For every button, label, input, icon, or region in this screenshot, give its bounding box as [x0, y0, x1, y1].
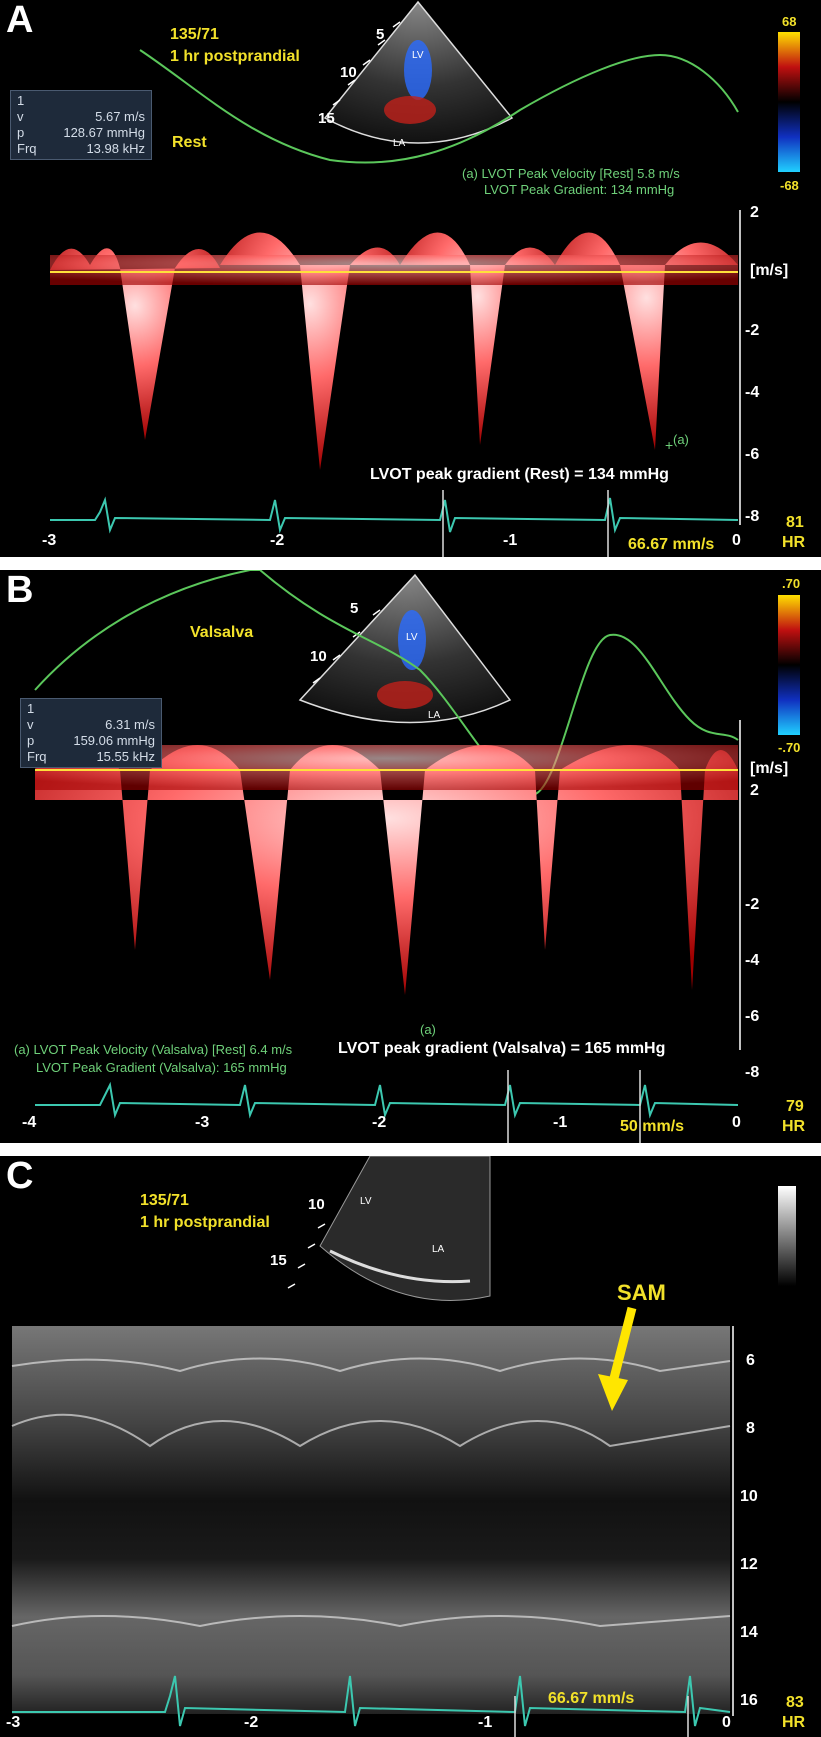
depth-tick: 15 — [270, 1252, 287, 1269]
color-scale-bar — [778, 595, 800, 735]
x-tick: -2 — [244, 1714, 259, 1731]
color-scale-bar — [778, 32, 800, 172]
unit-label: [m/s] — [750, 760, 789, 777]
marker-a: + — [665, 437, 673, 453]
doppler-spectrum — [50, 232, 738, 470]
y-tick: 2 — [750, 782, 759, 799]
y-tick: 12 — [740, 1556, 758, 1573]
color-scale-bottom: -68 — [780, 178, 799, 193]
x-tick: -3 — [6, 1714, 21, 1731]
panel-a-label: A — [6, 0, 34, 41]
x-tick: -3 — [195, 1114, 210, 1131]
lv-label: LV — [412, 50, 424, 61]
x-tick: -3 — [42, 532, 57, 549]
lv-label: LV — [406, 632, 418, 643]
x-tick: -2 — [372, 1114, 387, 1131]
x-tick: -1 — [553, 1114, 568, 1131]
heart-rate-label: HR — [782, 1118, 806, 1135]
y-tick: -6 — [745, 446, 760, 463]
heart-rate-value: 83 — [786, 1694, 804, 1711]
la-label: LA — [393, 138, 406, 149]
blood-pressure: 135/71 — [140, 1192, 189, 1209]
sweep-speed: 66.67 mm/s — [548, 1690, 635, 1707]
depth-tick: 10 — [310, 648, 327, 665]
measurement-info-box: 1 v 5.67 m/s p 128.67 mmHg Frq 13.98 kHz — [10, 90, 152, 160]
gradient-caption: LVOT peak gradient (Valsalva) = 165 mmHg — [338, 1040, 666, 1057]
panel-b: B Valsalva 1 v 6.31 m/s p 159.06 mmHg Frq 1… — [0, 570, 821, 1143]
depth-tick: 10 — [308, 1196, 325, 1213]
y-tick: 16 — [740, 1692, 758, 1709]
y-tick: 14 — [740, 1624, 758, 1641]
gradient-caption: LVOT peak gradient (Rest) = 134 mmHg — [370, 466, 669, 483]
sweep-speed: 50 mm/s — [620, 1118, 685, 1135]
heart-rate-label: HR — [782, 1714, 806, 1731]
y-tick: -8 — [745, 1064, 760, 1081]
panel-b-label: B — [6, 570, 34, 611]
depth-tick: 5 — [350, 600, 359, 617]
ecg-trace — [50, 496, 739, 534]
panel-c-graphics — [11, 1156, 796, 1737]
panel-a: + A 135/71 1 hr postprandial Rest 1 v 5.6… — [0, 0, 821, 557]
y-tick: -4 — [745, 952, 760, 969]
echo-sector — [319, 1156, 491, 1301]
doppler-spectrum — [35, 742, 738, 995]
respiration-trace — [139, 49, 739, 164]
x-tick: -4 — [22, 1114, 37, 1131]
heart-rate-label: HR — [782, 534, 806, 551]
y-tick: -2 — [745, 896, 760, 913]
y-tick: 6 — [746, 1352, 755, 1369]
peak-marker: (a) — [673, 432, 689, 447]
measurement-info-box: 1 v 6.31 m/s p 159.06 mmHg Frq 15.55 kHz — [20, 698, 162, 768]
la-label: LA — [432, 1244, 445, 1255]
measurement-line-1: (a) LVOT Peak Velocity [Rest] 5.8 m/s — [462, 166, 680, 181]
y-tick: 8 — [746, 1420, 755, 1437]
peak-marker: (a) — [420, 1022, 436, 1037]
unit-label: [m/s] — [750, 262, 789, 279]
measurement-line-2: LVOT Peak Gradient (Valsalva): 165 mmHg — [36, 1060, 287, 1075]
y-tick: -2 — [745, 322, 760, 339]
state-label: 1 hr postprandial — [140, 1214, 270, 1231]
x-tick: 0 — [732, 532, 741, 549]
ecg-trace — [35, 1081, 739, 1119]
color-scale-bottom: -.70 — [778, 740, 801, 755]
color-scale-top: 68 — [782, 14, 797, 29]
blood-pressure: 135/71 — [170, 26, 219, 43]
state-label: 1 hr postprandial — [170, 48, 300, 65]
condition-label: Valsalva — [190, 624, 254, 641]
x-tick: -1 — [478, 1714, 493, 1731]
depth-tick: 10 — [340, 64, 357, 81]
condition-label: Rest — [172, 134, 207, 151]
panel-a-graphics: + — [50, 0, 800, 557]
panel-c: C 135/71 1 hr postprandial 10 15 LV LA S… — [0, 1156, 821, 1737]
measurement-line-1: (a) LVOT Peak Velocity (Valsalva) [Rest]… — [14, 1042, 293, 1057]
grayscale-bar — [778, 1186, 796, 1286]
info-index: 1 — [27, 701, 35, 716]
y-tick: -6 — [745, 1008, 760, 1025]
depth-tick: 5 — [376, 26, 385, 43]
info-index: 1 — [17, 93, 25, 108]
la-label: LA — [428, 710, 441, 721]
heart-rate-value: 79 — [786, 1098, 804, 1115]
y-tick: -8 — [745, 508, 760, 525]
y-tick: -4 — [745, 384, 760, 401]
panel-c-label: C — [6, 1156, 34, 1197]
x-tick: 0 — [722, 1714, 731, 1731]
ecg-trace — [12, 1675, 731, 1727]
y-tick: 10 — [740, 1488, 758, 1505]
measurement-line-2: LVOT Peak Gradient: 134 mmHg — [484, 182, 675, 197]
color-scale-top: .70 — [782, 576, 801, 591]
lv-label: LV — [360, 1196, 372, 1207]
y-tick: 2 — [750, 204, 759, 221]
heart-rate-value: 81 — [786, 514, 804, 531]
x-tick: 0 — [732, 1114, 741, 1131]
sweep-speed: 66.67 mm/s — [628, 536, 715, 553]
sam-label: SAM — [617, 1280, 666, 1305]
x-tick: -1 — [503, 532, 518, 549]
x-tick: -2 — [270, 532, 285, 549]
depth-tick: 15 — [318, 110, 335, 127]
sam-arrow — [598, 1374, 628, 1411]
